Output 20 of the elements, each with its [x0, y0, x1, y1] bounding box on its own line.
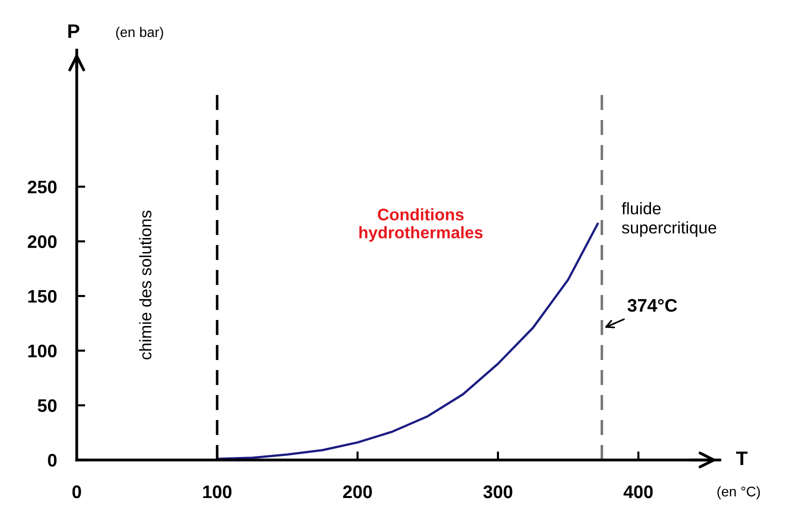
y-tick-label: 150: [28, 290, 57, 303]
text: (en °C): [717, 486, 760, 500]
annotation: fluide supercritique: [622, 202, 716, 237]
y-tick-label: 50: [38, 399, 57, 412]
annotation: chimie des solutions: [139, 210, 152, 360]
text: (en bar): [116, 26, 164, 40]
x-tick-label: 0: [72, 485, 82, 498]
x-tick-label: 300: [483, 485, 512, 498]
x-axis-title: T: [736, 452, 748, 465]
x-tick-label: 200: [343, 485, 372, 498]
annotation: Conditions hydrothermales: [359, 208, 483, 242]
y-tick-label: 100: [28, 344, 57, 358]
x-tick-label: 400: [624, 485, 653, 498]
y-tick-label: 250: [28, 180, 57, 194]
y-axis-title: P: [68, 24, 80, 38]
line-series: [216, 222, 599, 460]
y-tick-label: 200: [28, 235, 57, 248]
y-tick-label: 0: [48, 454, 57, 467]
x-tick-label: 100: [203, 485, 232, 498]
ref-line-label: 374°C: [628, 299, 678, 312]
